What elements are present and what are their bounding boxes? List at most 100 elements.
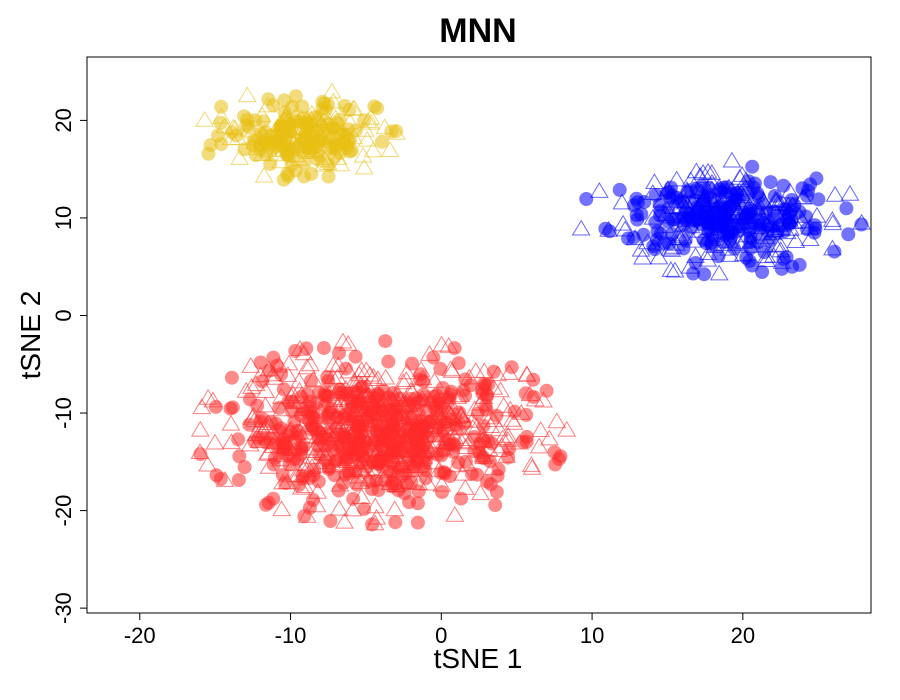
- y-tick-label: 10: [51, 206, 76, 230]
- data-point: [352, 361, 371, 377]
- data-point: [246, 375, 266, 392]
- data-point: [680, 257, 700, 274]
- data-point: [446, 419, 466, 436]
- data-point: [686, 247, 705, 263]
- data-point: [701, 180, 716, 195]
- plot-frame: [86, 56, 872, 614]
- data-point: [465, 466, 479, 481]
- data-point: [675, 199, 695, 216]
- data-point: [435, 381, 450, 395]
- data-point: [425, 372, 444, 388]
- data-point: [288, 89, 303, 104]
- y-tick-label: 0: [51, 309, 76, 321]
- data-point: [481, 377, 496, 392]
- data-point: [313, 444, 333, 461]
- data-point: [401, 381, 421, 398]
- data-point: [312, 385, 326, 400]
- data-point: [822, 211, 842, 227]
- data-point: [709, 264, 729, 281]
- data-point: [225, 400, 240, 415]
- data-point: [419, 403, 434, 418]
- data-point: [381, 354, 396, 369]
- data-point: [338, 361, 353, 376]
- data-point: [393, 373, 413, 390]
- data-point: [190, 443, 210, 459]
- chart-title: MNN: [439, 12, 516, 50]
- data-point: [661, 214, 676, 229]
- x-tick-label: 0: [435, 623, 447, 648]
- data-point: [504, 360, 519, 375]
- data-point: [281, 420, 301, 437]
- data-point: [353, 146, 373, 163]
- data-point: [255, 374, 270, 389]
- data-point: [439, 336, 459, 353]
- data-point: [301, 140, 316, 155]
- data-point: [766, 203, 786, 220]
- x-tick-label: -20: [124, 623, 156, 648]
- data-point: [402, 442, 421, 458]
- data-point: [403, 410, 423, 427]
- data-point: [757, 245, 772, 260]
- data-point: [668, 225, 688, 242]
- data-point: [221, 414, 241, 431]
- data-point: [361, 408, 376, 423]
- x-axis-label: tSNE 1: [434, 643, 523, 674]
- data-point: [698, 250, 718, 267]
- data-point: [394, 441, 414, 458]
- data-point: [254, 126, 269, 141]
- data-point: [766, 190, 786, 207]
- data-point: [361, 108, 381, 125]
- data-point: [224, 370, 239, 385]
- data-point: [297, 506, 317, 523]
- data-point: [190, 420, 210, 437]
- data-point: [315, 151, 335, 168]
- data-point: [634, 207, 649, 222]
- data-point: [321, 374, 336, 389]
- data-point: [254, 166, 274, 183]
- data-point: [612, 193, 632, 210]
- data-point: [420, 345, 439, 361]
- data-point: [633, 248, 652, 265]
- data-point: [229, 128, 244, 143]
- data-point: [426, 350, 441, 365]
- data-point: [459, 368, 479, 385]
- data-point: [697, 193, 712, 208]
- data-point: [353, 462, 373, 479]
- data-point: [348, 349, 363, 364]
- data-point: [272, 400, 292, 417]
- data-point: [302, 500, 317, 515]
- data-point: [432, 335, 452, 352]
- data-point: [297, 461, 316, 478]
- data-point: [438, 436, 453, 451]
- data-point: [466, 362, 486, 378]
- data-point: [232, 449, 247, 464]
- data-point: [479, 389, 494, 404]
- data-point: [472, 445, 487, 460]
- data-point: [346, 441, 361, 456]
- data-point: [631, 240, 651, 257]
- data-point: [484, 436, 499, 451]
- data-point: [386, 416, 401, 431]
- data-point: [426, 389, 441, 404]
- y-tick-label: -10: [51, 397, 76, 429]
- data-point: [306, 125, 325, 141]
- data-point: [282, 387, 301, 404]
- data-point: [346, 491, 361, 506]
- data-point: [433, 465, 448, 480]
- data-point: [351, 421, 370, 438]
- data-point: [297, 169, 311, 184]
- data-point: [286, 146, 306, 163]
- data-point: [375, 118, 395, 135]
- data-point: [276, 172, 291, 187]
- data-point: [312, 448, 327, 462]
- data-point: [295, 471, 310, 486]
- data-point: [332, 346, 346, 361]
- data-point: [571, 219, 591, 236]
- data-point: [266, 457, 281, 472]
- data-point: [282, 457, 297, 472]
- data-point: [349, 477, 364, 492]
- data-point: [314, 103, 334, 120]
- data-point: [304, 417, 319, 432]
- data-point: [526, 372, 541, 387]
- y-tick-label: 20: [51, 108, 76, 132]
